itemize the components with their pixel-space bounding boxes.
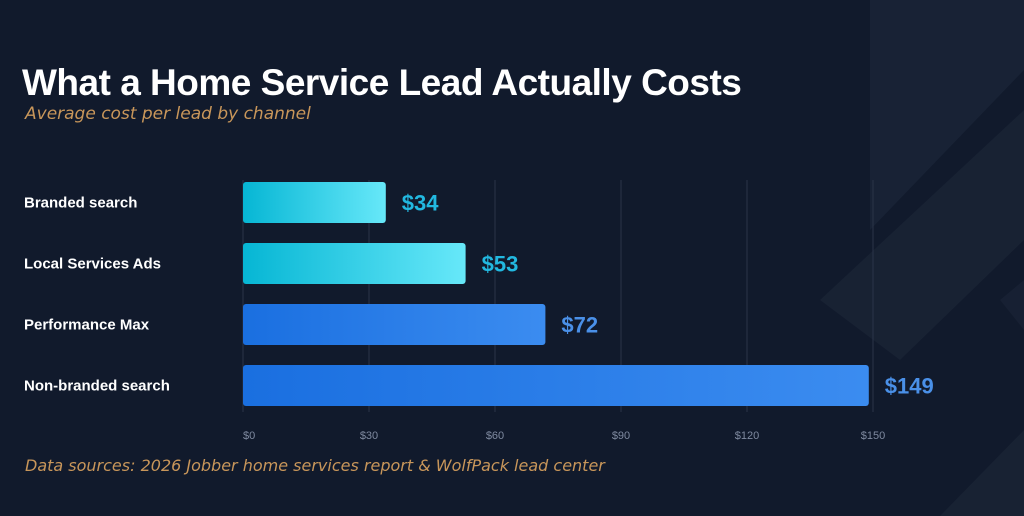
bar-value-label: $53 bbox=[482, 252, 519, 277]
bar bbox=[243, 243, 466, 284]
data-source-note: Data sources: 2026 Jobber home services … bbox=[25, 456, 605, 475]
bar-value-label: $34 bbox=[402, 191, 439, 216]
x-tick-label: $120 bbox=[735, 430, 759, 442]
bar bbox=[243, 182, 386, 223]
bar-value-label: $72 bbox=[561, 313, 598, 338]
category-label: Local Services Ads bbox=[24, 256, 161, 273]
x-tick-label: $60 bbox=[486, 430, 504, 442]
category-label: Performance Max bbox=[24, 317, 150, 334]
chart-title: What a Home Service Lead Actually Costs bbox=[22, 62, 742, 103]
x-tick-label: $150 bbox=[861, 430, 885, 442]
bar bbox=[243, 304, 546, 345]
bar bbox=[243, 365, 869, 406]
bar-value-label: $149 bbox=[885, 374, 934, 399]
x-tick-label: $90 bbox=[612, 430, 630, 442]
chart-subtitle: Average cost per lead by channel bbox=[25, 104, 311, 124]
x-tick-label: $30 bbox=[360, 430, 378, 442]
x-tick-label: $0 bbox=[243, 430, 255, 442]
category-label: Branded search bbox=[24, 195, 137, 212]
category-label: Non-branded search bbox=[24, 378, 170, 395]
